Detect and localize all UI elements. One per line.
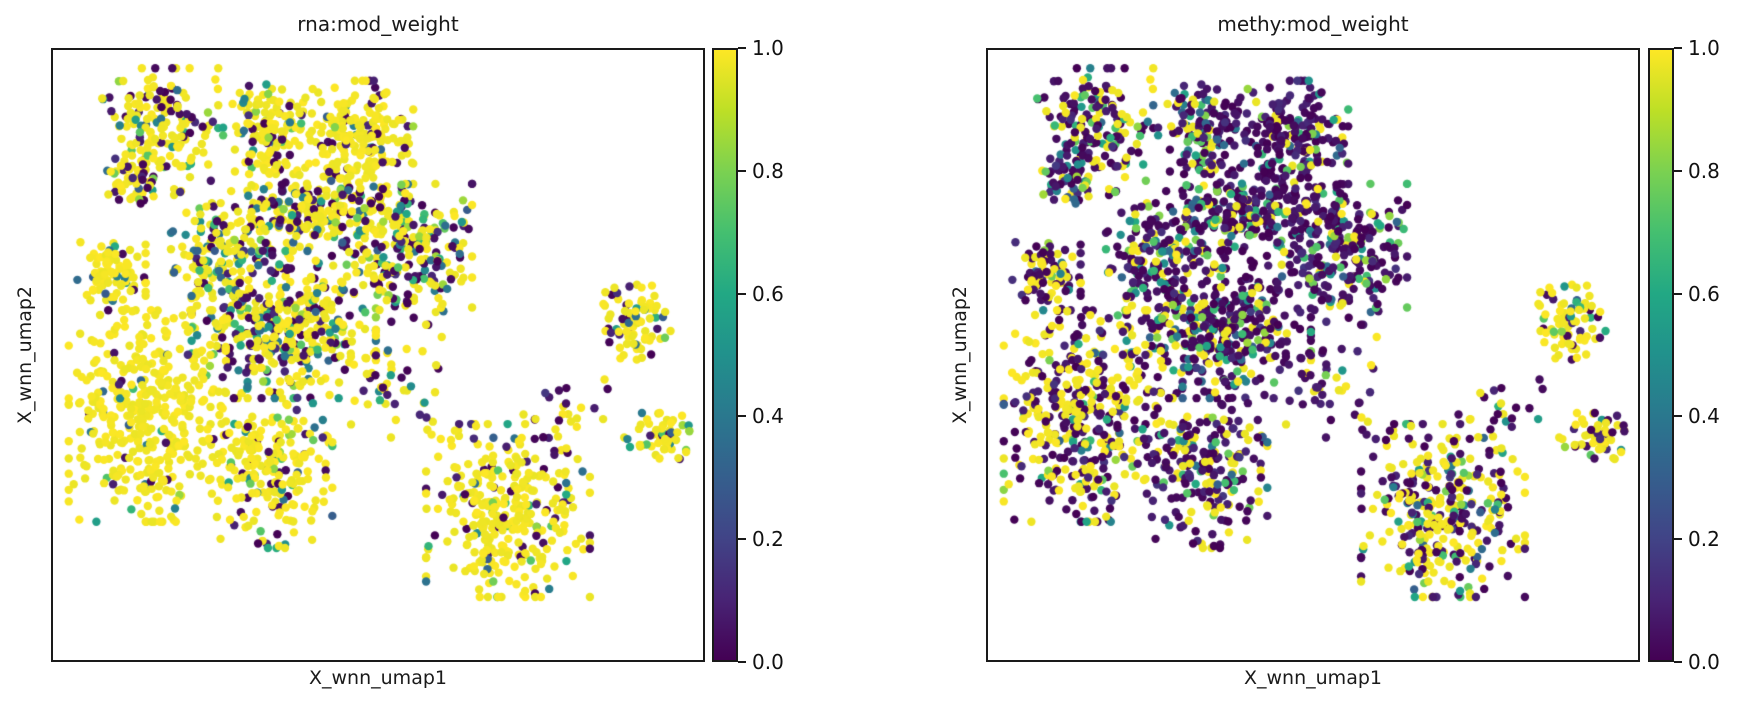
y-axis-label-methy: X_wnn_umap2	[941, 48, 979, 662]
colorbar-tick	[738, 538, 746, 541]
y-axis-label-text: X_wnn_umap2	[14, 286, 36, 424]
colorbar-tick	[738, 415, 746, 418]
colorbar-tick-label: 1.0	[1688, 36, 1720, 60]
plot-area-rna	[51, 48, 705, 662]
colorbar-tick	[1674, 538, 1682, 541]
y-axis-label-rna: X_wnn_umap2	[6, 48, 44, 662]
colorbar-tick	[1674, 169, 1682, 172]
colorbar-tick	[1674, 47, 1682, 49]
colorbar-tick-label: 0.4	[752, 404, 784, 429]
colorbar-tick-label: 0.4	[1688, 404, 1720, 429]
colorbar-tick	[1674, 661, 1682, 663]
umap-scatter-canvas-rna	[53, 50, 703, 660]
colorbar-methy	[1648, 48, 1674, 662]
colorbar-rna	[712, 48, 738, 662]
colorbar-tick	[738, 169, 746, 172]
colorbar-tick	[1674, 415, 1682, 418]
panel-title-methy: methy:mod_weight	[1217, 12, 1409, 36]
colorbar-tick-label: 0.0	[1688, 650, 1720, 674]
colorbar-tick-label: 0.0	[752, 650, 784, 674]
y-axis-label-text: X_wnn_umap2	[949, 286, 971, 424]
colorbar-tick-label: 0.8	[752, 158, 784, 183]
umap-scatter-canvas-methy	[988, 50, 1638, 660]
colorbar-tick-label: 0.2	[752, 527, 784, 552]
colorbar-tick	[738, 47, 746, 49]
colorbar-tick-label: 1.0	[752, 36, 784, 60]
colorbar-tick-label: 0.6	[752, 281, 784, 306]
colorbar-tick	[738, 661, 746, 663]
colorbar-tick-label: 0.6	[1688, 281, 1720, 306]
colorbar-ticks-rna: 1.0 0.8 0.6 0.4 0.2 0.0	[712, 36, 822, 674]
colorbar-tick-label: 0.8	[1688, 158, 1720, 183]
colorbar-tick-label: 0.2	[1688, 527, 1720, 552]
colorbar-ticks-methy: 1.0 0.8 0.6 0.4 0.2 0.0	[1648, 36, 1741, 674]
plot-area-methy	[986, 48, 1640, 662]
x-axis-label-rna: X_wnn_umap1	[309, 667, 447, 689]
colorbar-tick	[738, 292, 746, 295]
panel-title-rna: rna:mod_weight	[297, 12, 459, 36]
colorbar-tick	[1674, 292, 1682, 295]
x-axis-label-methy: X_wnn_umap1	[1244, 667, 1382, 689]
